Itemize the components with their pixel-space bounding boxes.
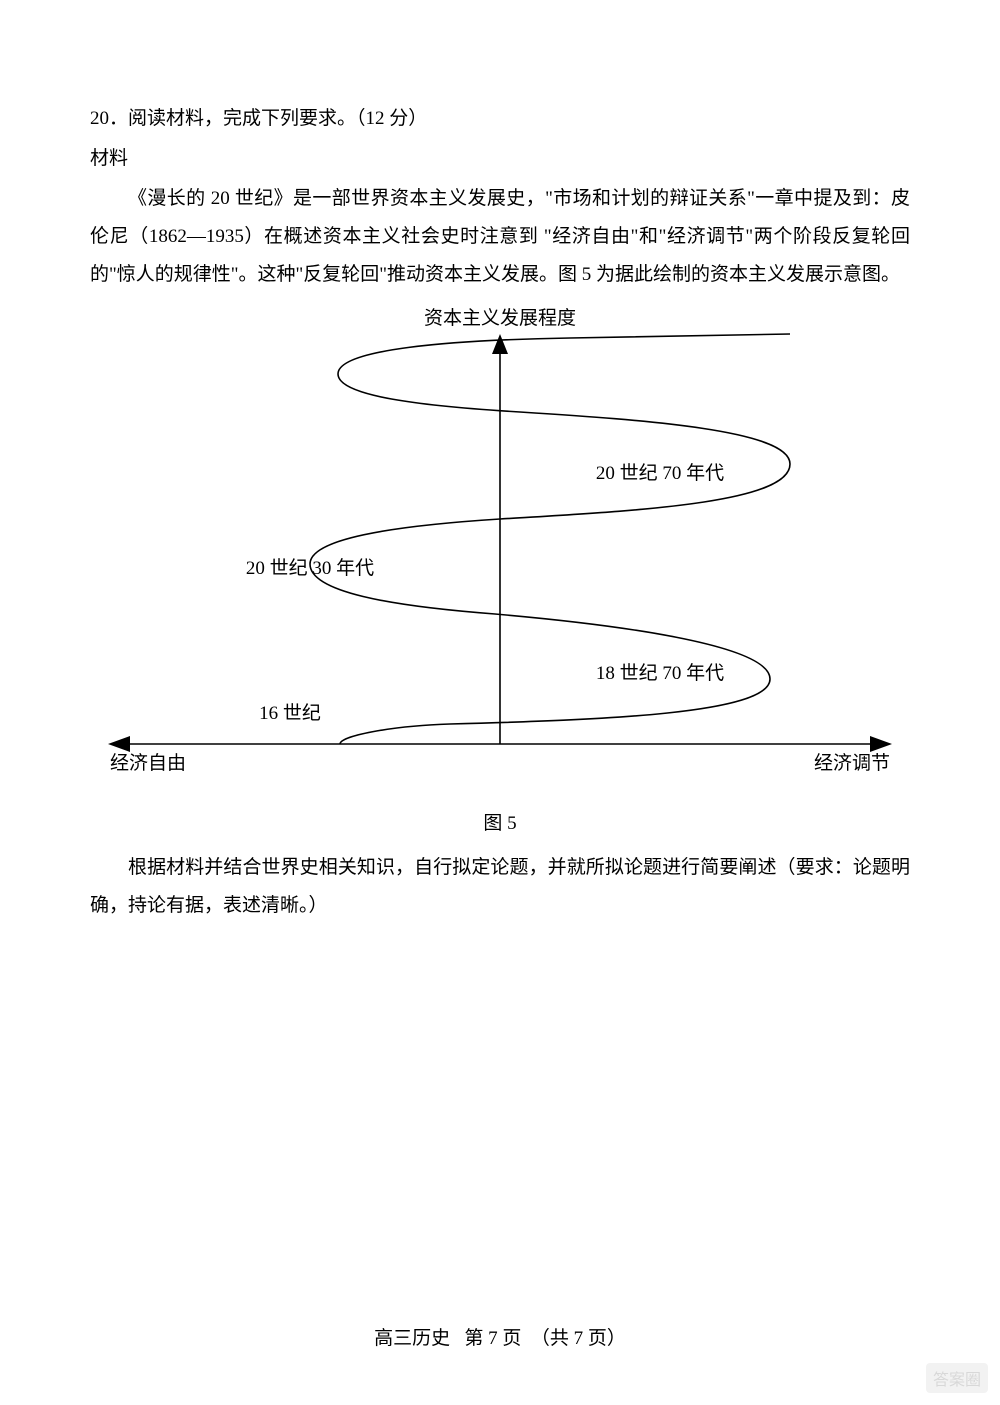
annotation-16c: 16 世纪	[259, 702, 321, 724]
chart-container: 资本主义发展程度 经济自由 经济调节 16 世纪 18 世纪 70 年代 20 …	[90, 304, 910, 835]
watermark-corner: 答案圈	[926, 1363, 988, 1393]
footer-subject: 高三历史	[374, 1328, 450, 1349]
instruction-text: 根据材料并结合世界史相关知识，自行拟定论题，并就所拟论题进行简要阐述（要求：论题…	[90, 849, 910, 925]
spiral-diagram: 资本主义发展程度 经济自由 经济调节 16 世纪 18 世纪 70 年代 20 …	[90, 304, 910, 794]
footer-total: （共 7 页）	[531, 1328, 626, 1349]
y-axis-arrow	[492, 334, 508, 354]
question-header: 20．阅读材料，完成下列要求。（12 分）	[90, 100, 910, 138]
chart-title-top: 资本主义发展程度	[424, 307, 576, 329]
page-footer: 高三历史 第 7 页 （共 7 页）	[0, 1323, 1000, 1350]
annotation-1970s: 20 世纪 70 年代	[596, 462, 724, 484]
material-body: 《漫长的 20 世纪》是一部世界资本主义发展史，"市场和计划的辩证关系"一章中提…	[90, 180, 910, 294]
question-prompt: 阅读材料，完成下列要求。（12 分）	[128, 108, 427, 129]
material-label: 材料	[90, 140, 910, 178]
figure-caption: 图 5	[483, 808, 516, 835]
annotation-1930s: 20 世纪 30 年代	[246, 557, 374, 579]
x-right-label: 经济调节	[814, 752, 890, 774]
x-axis-arrow-left	[108, 736, 130, 752]
annotation-1870s: 18 世纪 70 年代	[596, 662, 724, 684]
footer-page: 第 7 页	[464, 1328, 521, 1349]
x-axis-arrow-right	[870, 736, 892, 752]
x-left-label: 经济自由	[110, 752, 186, 774]
question-number: 20．	[90, 108, 128, 129]
